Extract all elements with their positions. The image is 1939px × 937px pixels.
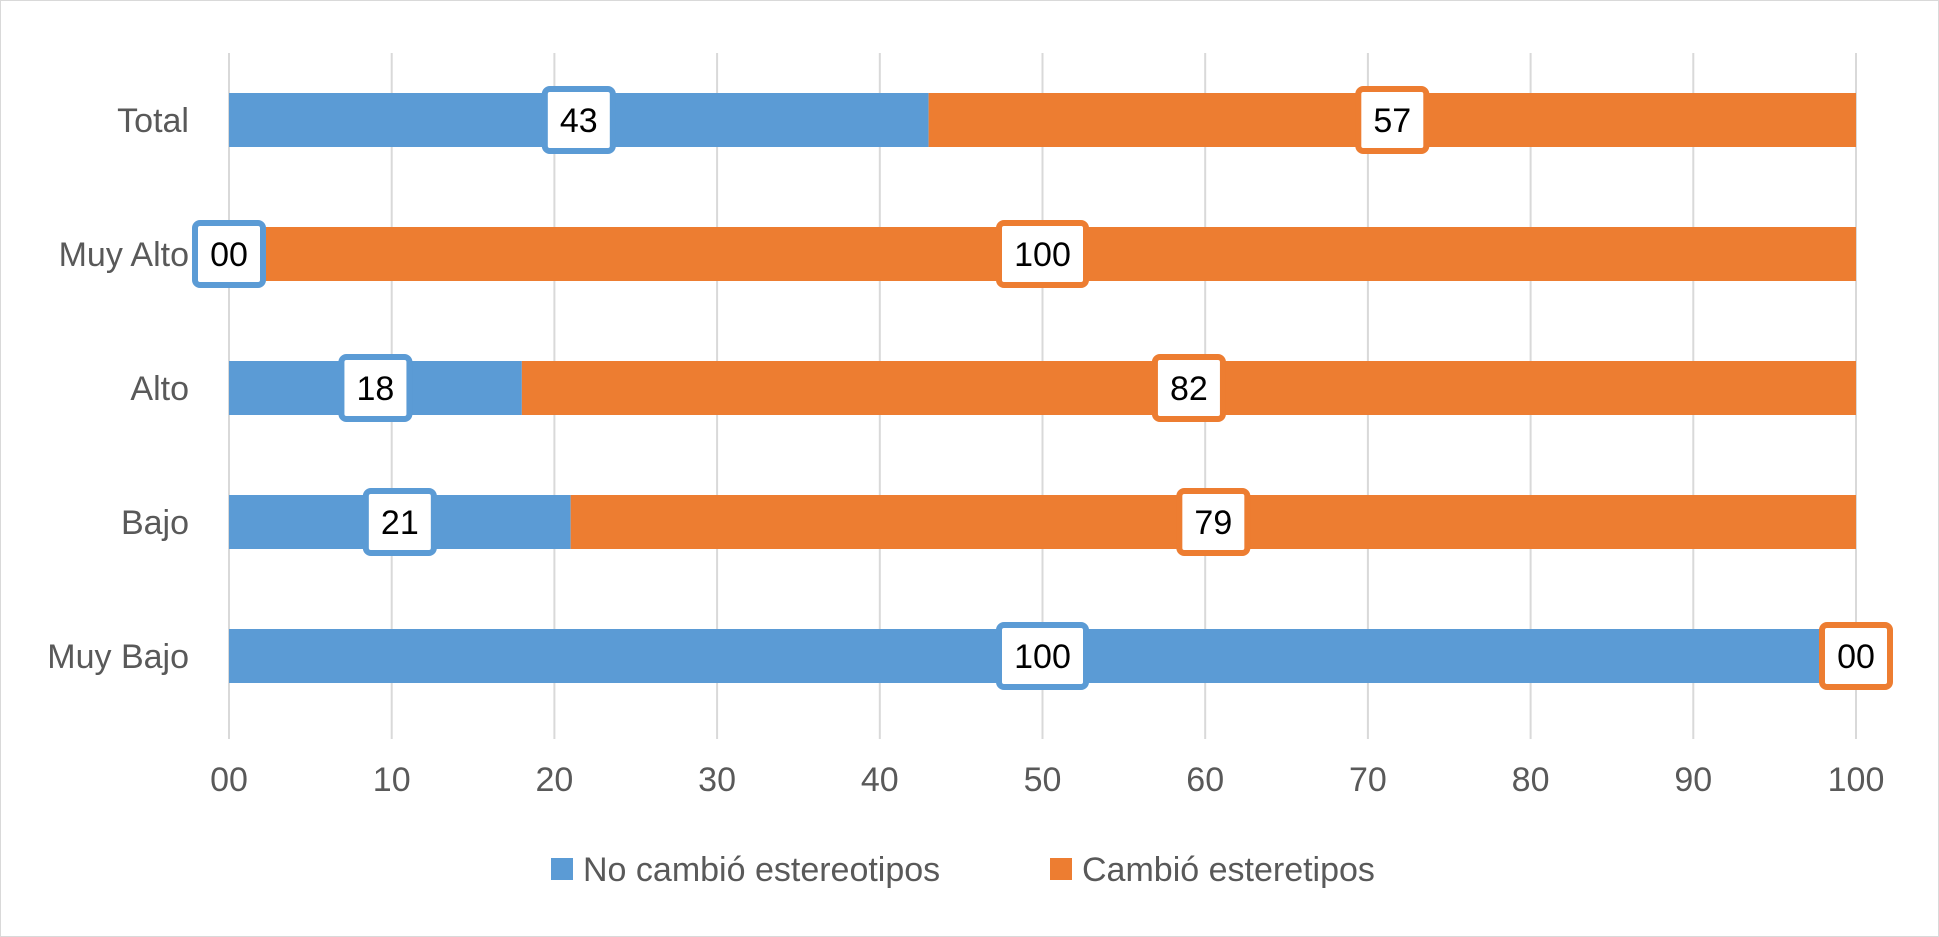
data-label: 18 (357, 370, 395, 408)
data-label-box (1151, 354, 1226, 422)
category-label: Total (117, 102, 189, 140)
data-label: 43 (560, 102, 598, 140)
data-label-box (1176, 488, 1251, 556)
x-tick-label: 70 (1349, 761, 1387, 799)
x-tick-label: 30 (698, 761, 736, 799)
data-label: 00 (1837, 638, 1875, 676)
data-label-box (192, 220, 266, 288)
data-label-box (1819, 622, 1893, 690)
data-label-box (1355, 86, 1430, 154)
legend-swatch (551, 858, 573, 880)
category-label: Muy Alto (59, 236, 189, 274)
x-tick-label: 100 (1828, 761, 1885, 799)
data-label: 79 (1194, 504, 1232, 542)
data-label: 100 (1014, 236, 1071, 274)
data-label: 57 (1373, 102, 1411, 140)
x-tick-label: 10 (373, 761, 411, 799)
data-label-box (362, 488, 437, 556)
category-label: Bajo (121, 504, 189, 542)
x-tick-label: 00 (210, 761, 248, 799)
data-label-box (338, 354, 413, 422)
data-label-box (996, 220, 1089, 288)
x-tick-label: 80 (1512, 761, 1550, 799)
data-labels: 43 57 00 100 18 82 21 79 100 00 (192, 86, 1893, 690)
data-label: 21 (381, 504, 419, 542)
category-label: Muy Bajo (47, 638, 189, 676)
legend: No cambió estereotipos Cambió esteretipos (551, 851, 1375, 889)
data-label: 82 (1170, 370, 1208, 408)
x-tick-label: 90 (1674, 761, 1712, 799)
legend-label: Cambió esteretipos (1082, 851, 1375, 889)
data-label-box (541, 86, 616, 154)
data-label: 00 (210, 236, 248, 274)
data-label: 100 (1014, 638, 1071, 676)
data-label-box (996, 622, 1089, 690)
x-tick-label: 40 (861, 761, 899, 799)
legend-swatch (1050, 858, 1072, 880)
x-tick-label: 50 (1024, 761, 1062, 799)
x-axis-ticks: 00 10 20 30 40 50 60 70 80 90 100 (210, 761, 1884, 799)
category-labels: Total Muy Alto Alto Bajo Muy Bajo (47, 102, 189, 676)
legend-label: No cambió estereotipos (583, 851, 940, 889)
x-tick-label: 20 (535, 761, 573, 799)
category-label: Alto (130, 370, 189, 408)
x-tick-label: 60 (1186, 761, 1224, 799)
